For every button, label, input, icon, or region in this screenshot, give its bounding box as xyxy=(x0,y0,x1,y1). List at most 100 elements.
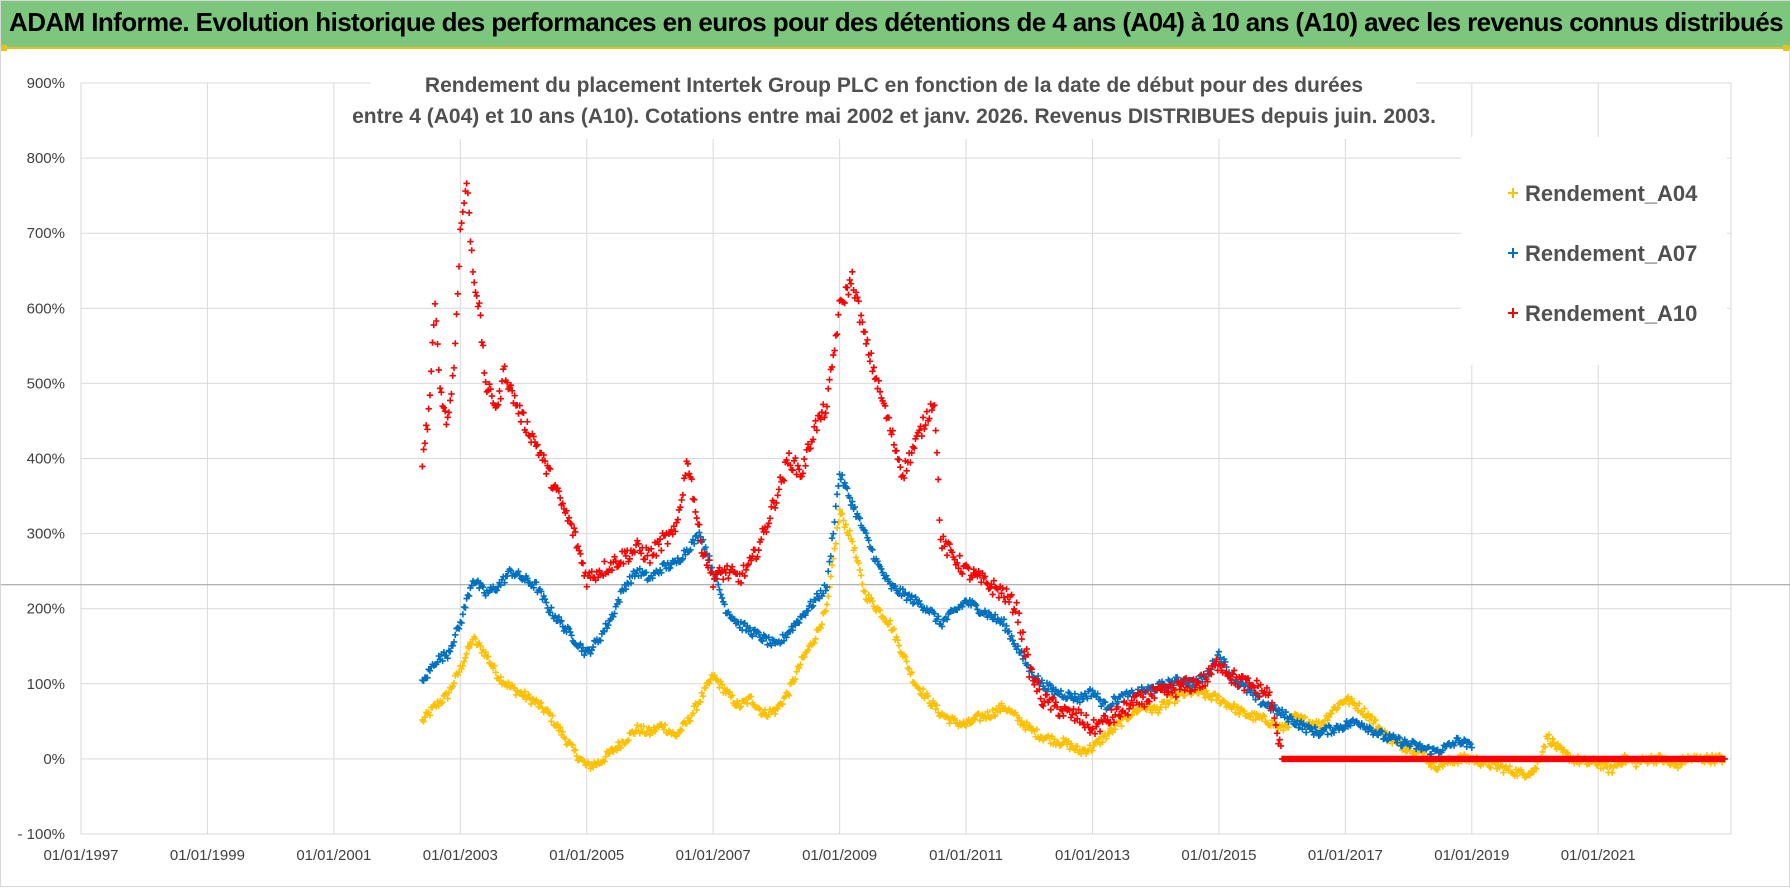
data-point xyxy=(1201,694,1209,701)
data-point xyxy=(1165,688,1172,695)
data-point xyxy=(1090,742,1097,750)
data-point xyxy=(851,544,858,551)
x-tick-label: 01/01/2011 xyxy=(929,847,1003,864)
data-point xyxy=(880,615,888,622)
data-point xyxy=(612,558,620,565)
data-point xyxy=(718,594,726,602)
data-point xyxy=(1005,628,1013,635)
data-point xyxy=(890,441,898,449)
data-point xyxy=(1242,681,1249,688)
data-point xyxy=(716,586,723,593)
data-point xyxy=(1141,703,1148,710)
data-point xyxy=(708,568,716,576)
data-point xyxy=(1533,765,1540,772)
data-point xyxy=(712,675,719,682)
data-point xyxy=(1347,722,1354,729)
banner-title: ADAM Informe. Evolution historique des p… xyxy=(9,7,1784,37)
data-point xyxy=(985,585,993,593)
data-point xyxy=(444,655,451,662)
data-point xyxy=(1247,713,1254,720)
data-point xyxy=(832,503,840,510)
data-point xyxy=(961,721,968,729)
data-point xyxy=(1148,709,1156,716)
data-point xyxy=(1052,699,1060,706)
data-point xyxy=(1399,742,1406,749)
data-point xyxy=(1309,719,1316,726)
data-point xyxy=(840,298,847,306)
data-point xyxy=(1013,645,1020,653)
data-point xyxy=(441,690,449,698)
data-point xyxy=(789,627,797,634)
data-point xyxy=(546,465,554,473)
data-point xyxy=(565,625,573,632)
data-point xyxy=(1117,713,1124,720)
data-point xyxy=(905,665,913,673)
data-point xyxy=(1334,704,1341,711)
data-point xyxy=(844,284,851,291)
data-point xyxy=(446,648,454,655)
data-point xyxy=(1253,677,1261,684)
data-point xyxy=(532,579,540,586)
data-point xyxy=(570,747,578,754)
data-point xyxy=(889,427,896,434)
data-point xyxy=(741,572,748,580)
data-point xyxy=(524,418,531,425)
data-point xyxy=(754,628,761,635)
data-point xyxy=(946,540,953,548)
banner: ADAM Informe. Evolution historique des p… xyxy=(1,1,1790,49)
data-point xyxy=(871,375,879,383)
data-point xyxy=(811,639,818,647)
data-point xyxy=(630,548,637,555)
data-point xyxy=(419,463,426,470)
data-point xyxy=(774,492,781,499)
data-point xyxy=(617,744,625,752)
data-point xyxy=(459,208,467,216)
data-point xyxy=(541,457,549,465)
x-tick-label: 01/01/2007 xyxy=(676,847,751,864)
data-point xyxy=(666,564,674,572)
data-point xyxy=(764,523,771,531)
y-tick-label: 700% xyxy=(27,225,65,242)
data-point xyxy=(1203,687,1210,694)
data-point xyxy=(951,715,958,722)
data-point xyxy=(1090,716,1097,724)
x-tick-label: 01/01/2009 xyxy=(802,847,877,864)
data-point xyxy=(685,470,693,477)
data-point xyxy=(507,381,515,389)
data-point xyxy=(577,550,584,558)
data-point xyxy=(755,546,762,554)
data-point xyxy=(846,527,853,534)
data-point xyxy=(597,637,604,644)
data-point xyxy=(1048,695,1056,702)
data-point xyxy=(1015,714,1023,721)
data-point xyxy=(465,209,473,217)
data-point xyxy=(482,648,489,656)
data-point xyxy=(844,485,851,492)
data-point xyxy=(841,299,848,307)
data-point xyxy=(1368,713,1376,720)
data-point xyxy=(1452,739,1459,746)
data-point xyxy=(1045,686,1052,693)
data-point xyxy=(463,180,470,187)
legend-background xyxy=(1461,137,1727,365)
data-point xyxy=(520,409,527,417)
data-point xyxy=(822,607,829,615)
data-point xyxy=(792,622,799,629)
data-point xyxy=(1632,763,1640,770)
data-point xyxy=(603,624,611,632)
data-point xyxy=(1220,661,1228,669)
data-point xyxy=(766,515,774,522)
data-point xyxy=(462,604,469,611)
data-point xyxy=(678,496,685,504)
data-point xyxy=(737,579,745,587)
data-point xyxy=(1162,703,1170,711)
x-tick-label: 01/01/2017 xyxy=(1308,847,1383,864)
data-point xyxy=(726,611,733,618)
data-point xyxy=(548,718,555,725)
data-point xyxy=(799,470,807,477)
data-point xyxy=(693,514,700,522)
data-point xyxy=(835,311,842,318)
data-point xyxy=(653,552,660,559)
data-point xyxy=(1270,705,1277,712)
data-point xyxy=(975,567,982,575)
